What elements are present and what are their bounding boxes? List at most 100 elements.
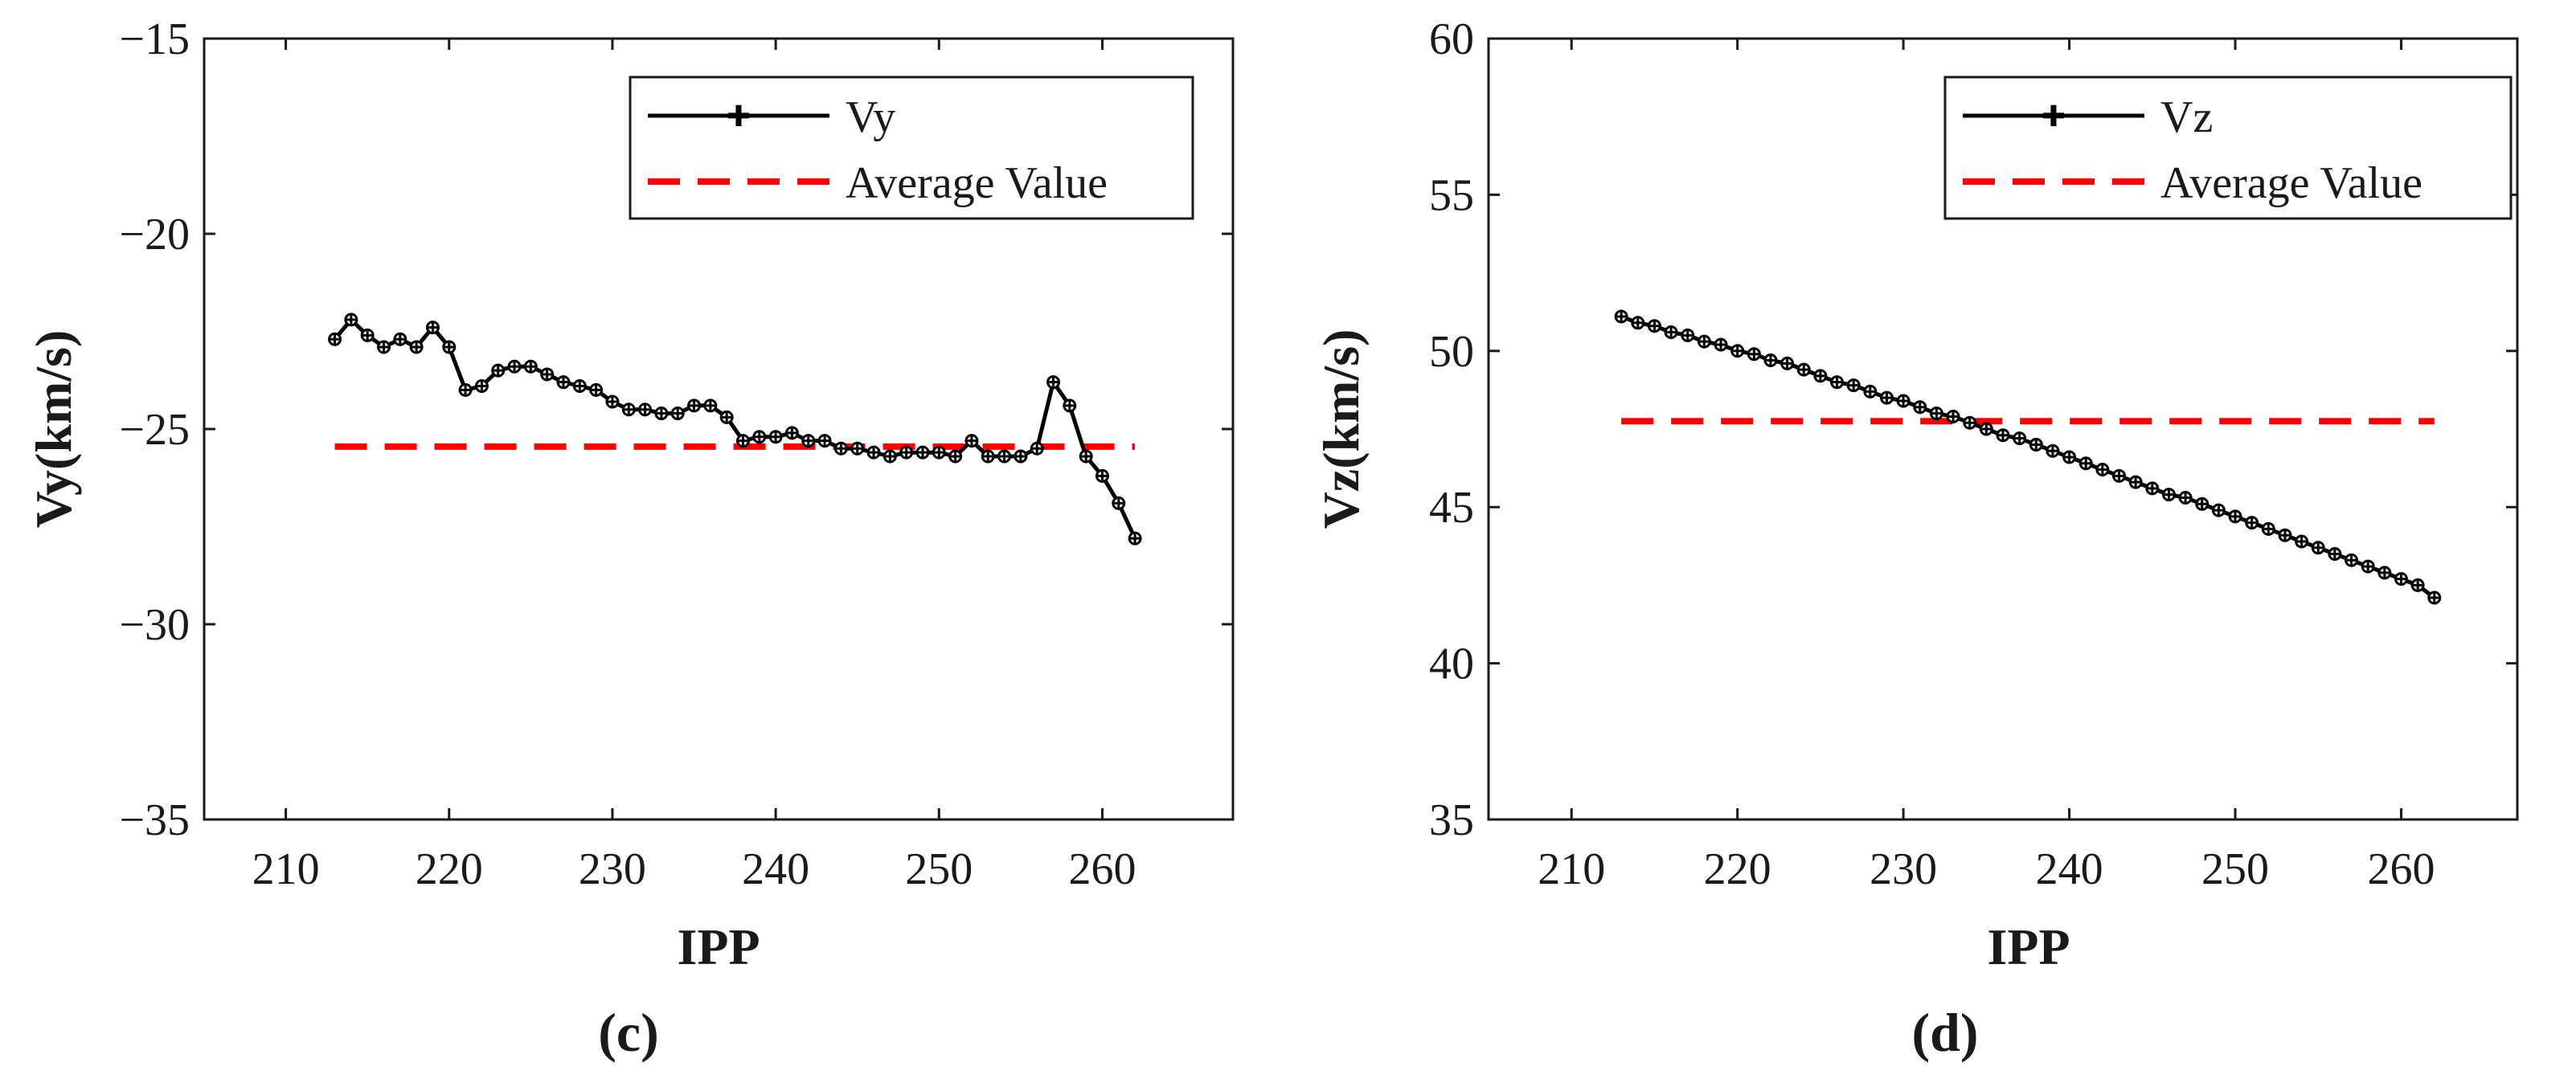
data-point-vz <box>1846 378 1861 393</box>
data-point-vz <box>1631 316 1645 330</box>
x-tick-label-c: 250 <box>905 844 973 894</box>
legend-label-avg-d: Average Value <box>2160 158 2422 208</box>
data-point-vy <box>654 407 669 421</box>
data-point-vz <box>2361 559 2375 574</box>
data-point-vz <box>2161 488 2176 502</box>
data-point-vz <box>2228 509 2242 524</box>
data-point-vz <box>1913 400 1927 415</box>
data-point-vz <box>1946 409 1960 423</box>
panel-d: 35 40 45 50 55 60 210 220 230 240 250 260 ✚ Vz Ave… <box>1313 14 2519 1063</box>
data-point-vz <box>1863 384 1878 398</box>
legend-swatch-vy-marker: ✚ <box>727 100 751 133</box>
y-axis-label-c: Vy(km/s) <box>25 330 82 529</box>
y-tick-label-d: 35 <box>1429 795 1474 845</box>
legend-label-vz: Vz <box>2160 92 2213 142</box>
data-point-vz <box>1747 347 1761 362</box>
panel-c: −35 −30 −25 −20 −15 210 220 230 240 250 260 ✚ Vy … <box>25 14 1235 1063</box>
data-point-vz <box>1697 334 1711 349</box>
data-point-vy <box>801 434 816 448</box>
data-point-vy <box>703 398 718 413</box>
y-ticks-c: −35 −30 −25 −20 −15 <box>119 14 1233 845</box>
data-point-vz <box>2078 456 2093 471</box>
x-tick-label-d: 220 <box>1704 844 1771 894</box>
data-point-vy <box>1095 468 1109 483</box>
data-point-vy <box>981 449 995 464</box>
legend-c: ✚ Vy Average Value <box>629 76 1194 220</box>
data-point-vy <box>1046 375 1061 390</box>
data-point-vz <box>2295 534 2309 549</box>
legend-label-vy: Vy <box>846 92 895 142</box>
data-point-vz <box>2211 503 2226 517</box>
data-point-vy <box>425 321 440 335</box>
data-point-vy <box>784 426 799 440</box>
data-point-vy <box>833 441 848 456</box>
x-tick-label-d: 210 <box>1538 844 1605 894</box>
data-point-vz <box>1879 390 1894 405</box>
data-point-vz <box>1681 328 1695 342</box>
panel-caption-d: (d) <box>1911 1002 1978 1063</box>
data-point-vy <box>328 332 342 346</box>
data-point-vz <box>2261 521 2275 536</box>
y-tick-label-d: 45 <box>1429 483 1474 533</box>
data-point-vy <box>540 367 555 382</box>
data-point-vz <box>2345 553 2359 567</box>
data-point-vy <box>605 394 620 409</box>
data-point-vy <box>948 449 963 464</box>
data-point-vy <box>719 410 734 424</box>
y-axis-label-d: Vz(km/s) <box>1313 329 1370 529</box>
x-tick-label-d: 230 <box>1870 844 1937 894</box>
x-axis-label-d: IPP <box>1987 918 2070 975</box>
y-tick-label-d: 50 <box>1429 327 1474 377</box>
data-point-vz <box>1963 415 1977 430</box>
data-point-vy <box>589 382 604 397</box>
legend-box-c <box>629 76 1194 220</box>
data-point-vz <box>2062 450 2077 464</box>
data-point-vz <box>2112 468 2127 483</box>
x-ticks-d: 210 220 230 240 250 260 <box>1538 39 2435 894</box>
series-group-d <box>1614 309 2442 605</box>
data-point-vz <box>2394 572 2408 586</box>
data-point-vz <box>2178 491 2193 505</box>
data-point-vy <box>1030 441 1044 456</box>
data-point-vy <box>1063 398 1077 413</box>
data-point-vy <box>768 430 783 444</box>
data-point-vy <box>1014 449 1028 464</box>
y-tick-label-d: 55 <box>1429 170 1474 220</box>
x-tick-label-c: 260 <box>1068 844 1136 894</box>
data-point-vz <box>1929 407 1943 421</box>
x-tick-label-c: 230 <box>579 844 646 894</box>
data-point-vz <box>2046 443 2060 458</box>
data-point-vz <box>2029 437 2043 452</box>
x-tick-label-c: 240 <box>742 844 809 894</box>
x-tick-label-d: 250 <box>2201 844 2269 894</box>
data-point-vy <box>883 449 897 464</box>
series-group-c <box>328 313 1142 546</box>
data-point-vy <box>1079 449 1093 464</box>
data-point-vz <box>1614 309 1628 324</box>
data-point-vy <box>670 407 685 421</box>
data-point-vy <box>752 430 767 444</box>
data-point-vz <box>2311 541 2325 555</box>
data-point-vz <box>2145 481 2160 496</box>
data-point-vz <box>2095 463 2110 477</box>
data-point-vz <box>2013 431 2027 446</box>
data-point-vy <box>850 441 865 456</box>
y-ticks-d: 35 40 45 50 55 60 <box>1429 14 2517 845</box>
data-point-vz <box>2328 547 2342 562</box>
data-point-vy <box>915 445 930 460</box>
data-point-vy <box>376 340 391 354</box>
y-tick-label-d: 60 <box>1429 14 1474 64</box>
x-tick-label-c: 220 <box>416 844 483 894</box>
data-point-vz <box>2245 516 2259 530</box>
data-point-vz <box>1979 422 1993 436</box>
panel-caption-c: (c) <box>598 1002 658 1063</box>
data-point-vz <box>1813 369 1828 383</box>
data-point-vz <box>1796 362 1811 377</box>
x-axis-label-c: IPP <box>677 918 760 975</box>
data-point-vy <box>638 403 653 417</box>
y-tick-label-d: 40 <box>1429 640 1474 689</box>
data-point-vz <box>2195 497 2209 511</box>
data-point-vz <box>2410 578 2425 592</box>
data-point-vy <box>344 313 358 327</box>
data-point-vy <box>1128 531 1142 546</box>
